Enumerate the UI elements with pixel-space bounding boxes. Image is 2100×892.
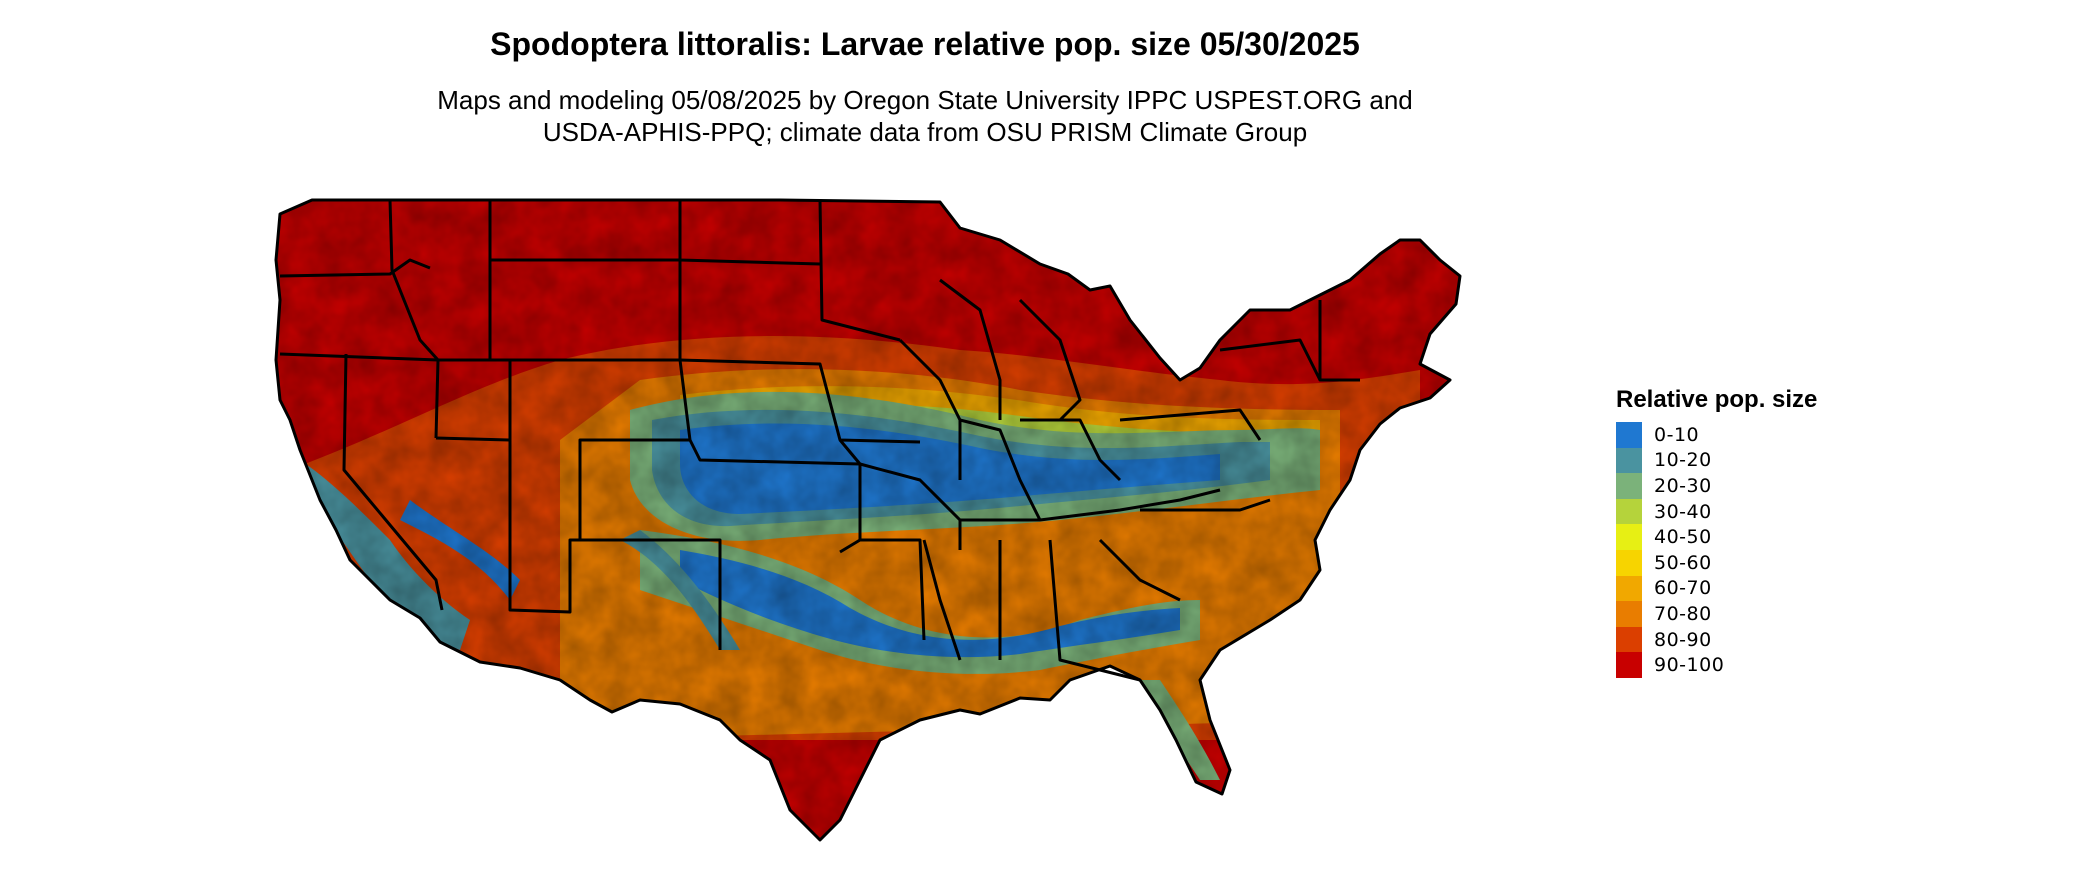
border-ny	[1219, 338, 1322, 381]
border-ms	[922, 539, 962, 661]
us-population-map	[260, 180, 1600, 890]
legend-label: 90-100	[1654, 654, 1725, 677]
us-map-svg	[274, 198, 1462, 842]
border-mi	[1018, 298, 1082, 422]
legend-label: 80-90	[1654, 628, 1712, 651]
legend-label: 10-20	[1654, 449, 1712, 472]
legend-item: 20-30	[1616, 473, 1817, 499]
legend-items: 0-10 10-20 20-30 30-40 40-50 50-60 60-70 70-80 8…	[1616, 422, 1817, 678]
border-nv	[342, 353, 444, 611]
state-borders	[274, 198, 1462, 842]
legend-swatch	[1616, 549, 1642, 576]
border-ne-ks	[679, 358, 921, 444]
legend-swatch	[1616, 498, 1642, 525]
legend-item: 60-70	[1616, 575, 1817, 602]
legend-swatch	[1616, 473, 1642, 499]
border-nc-va	[1140, 498, 1271, 512]
subtitle-line-1: Maps and modeling 05/08/2025 by Oregon S…	[437, 85, 1413, 115]
border-mn	[818, 199, 901, 342]
border-sc	[1098, 538, 1181, 602]
legend-swatch	[1616, 652, 1642, 678]
subtitle-line-2: USDA-APHIS-PPQ; climate data from OSU PR…	[542, 117, 1308, 147]
border-ne-states	[1318, 300, 1360, 382]
border-pa	[1119, 408, 1262, 441]
legend-swatch	[1616, 626, 1642, 653]
border-ar-la	[860, 538, 926, 641]
legend-label: 0-10	[1654, 423, 1700, 446]
border-wi	[939, 278, 1002, 420]
legend-swatch	[1616, 524, 1642, 550]
border-ga	[1048, 539, 1141, 682]
legend-label: 70-80	[1654, 602, 1712, 625]
map-title: Spodoptera littoralis: Larvae relative p…	[490, 26, 1360, 62]
map-legend: Relative pop. size 0-10 10-20 20-30 30-40 40…	[1616, 386, 1817, 678]
legend-item: 70-80	[1616, 601, 1817, 627]
legend-item: 30-40	[1616, 498, 1817, 525]
texture-overlay	[276, 200, 1460, 840]
border-tx	[580, 538, 722, 650]
legend-swatch	[1616, 575, 1642, 602]
legend-item: 40-50	[1616, 524, 1817, 550]
legend-label: 50-60	[1654, 551, 1712, 574]
border-mo	[838, 439, 962, 550]
map-fill-layers	[276, 200, 1460, 840]
border-id-west	[388, 199, 440, 439]
legend-label: 40-50	[1654, 526, 1712, 549]
legend-item: 50-60	[1616, 549, 1817, 576]
legend-label: 20-30	[1654, 474, 1712, 497]
border-in	[959, 418, 1042, 521]
border-or-south	[279, 352, 439, 362]
legend-label: 30-40	[1654, 500, 1712, 523]
legend-swatch	[1616, 601, 1642, 627]
legend-label: 60-70	[1654, 577, 1712, 600]
legend-swatch	[1616, 422, 1642, 448]
border-nd-sd	[678, 200, 821, 266]
legend-item: 0-10	[1616, 422, 1817, 448]
legend-title: Relative pop. size	[1616, 386, 1818, 413]
legend-item: 90-100	[1616, 652, 1817, 678]
border-oh	[1020, 418, 1122, 482]
border-az-nm	[508, 440, 580, 614]
legend-item: 80-90	[1616, 626, 1817, 653]
border-ia-il	[898, 338, 962, 480]
border-tn-ky	[960, 488, 1221, 522]
legend-item: 10-20	[1616, 447, 1817, 474]
border-wa-or	[279, 258, 431, 278]
legend-swatch	[1616, 447, 1642, 474]
map-subtitle: Maps and modeling 05/08/2025 by Oregon S…	[0, 84, 1850, 148]
